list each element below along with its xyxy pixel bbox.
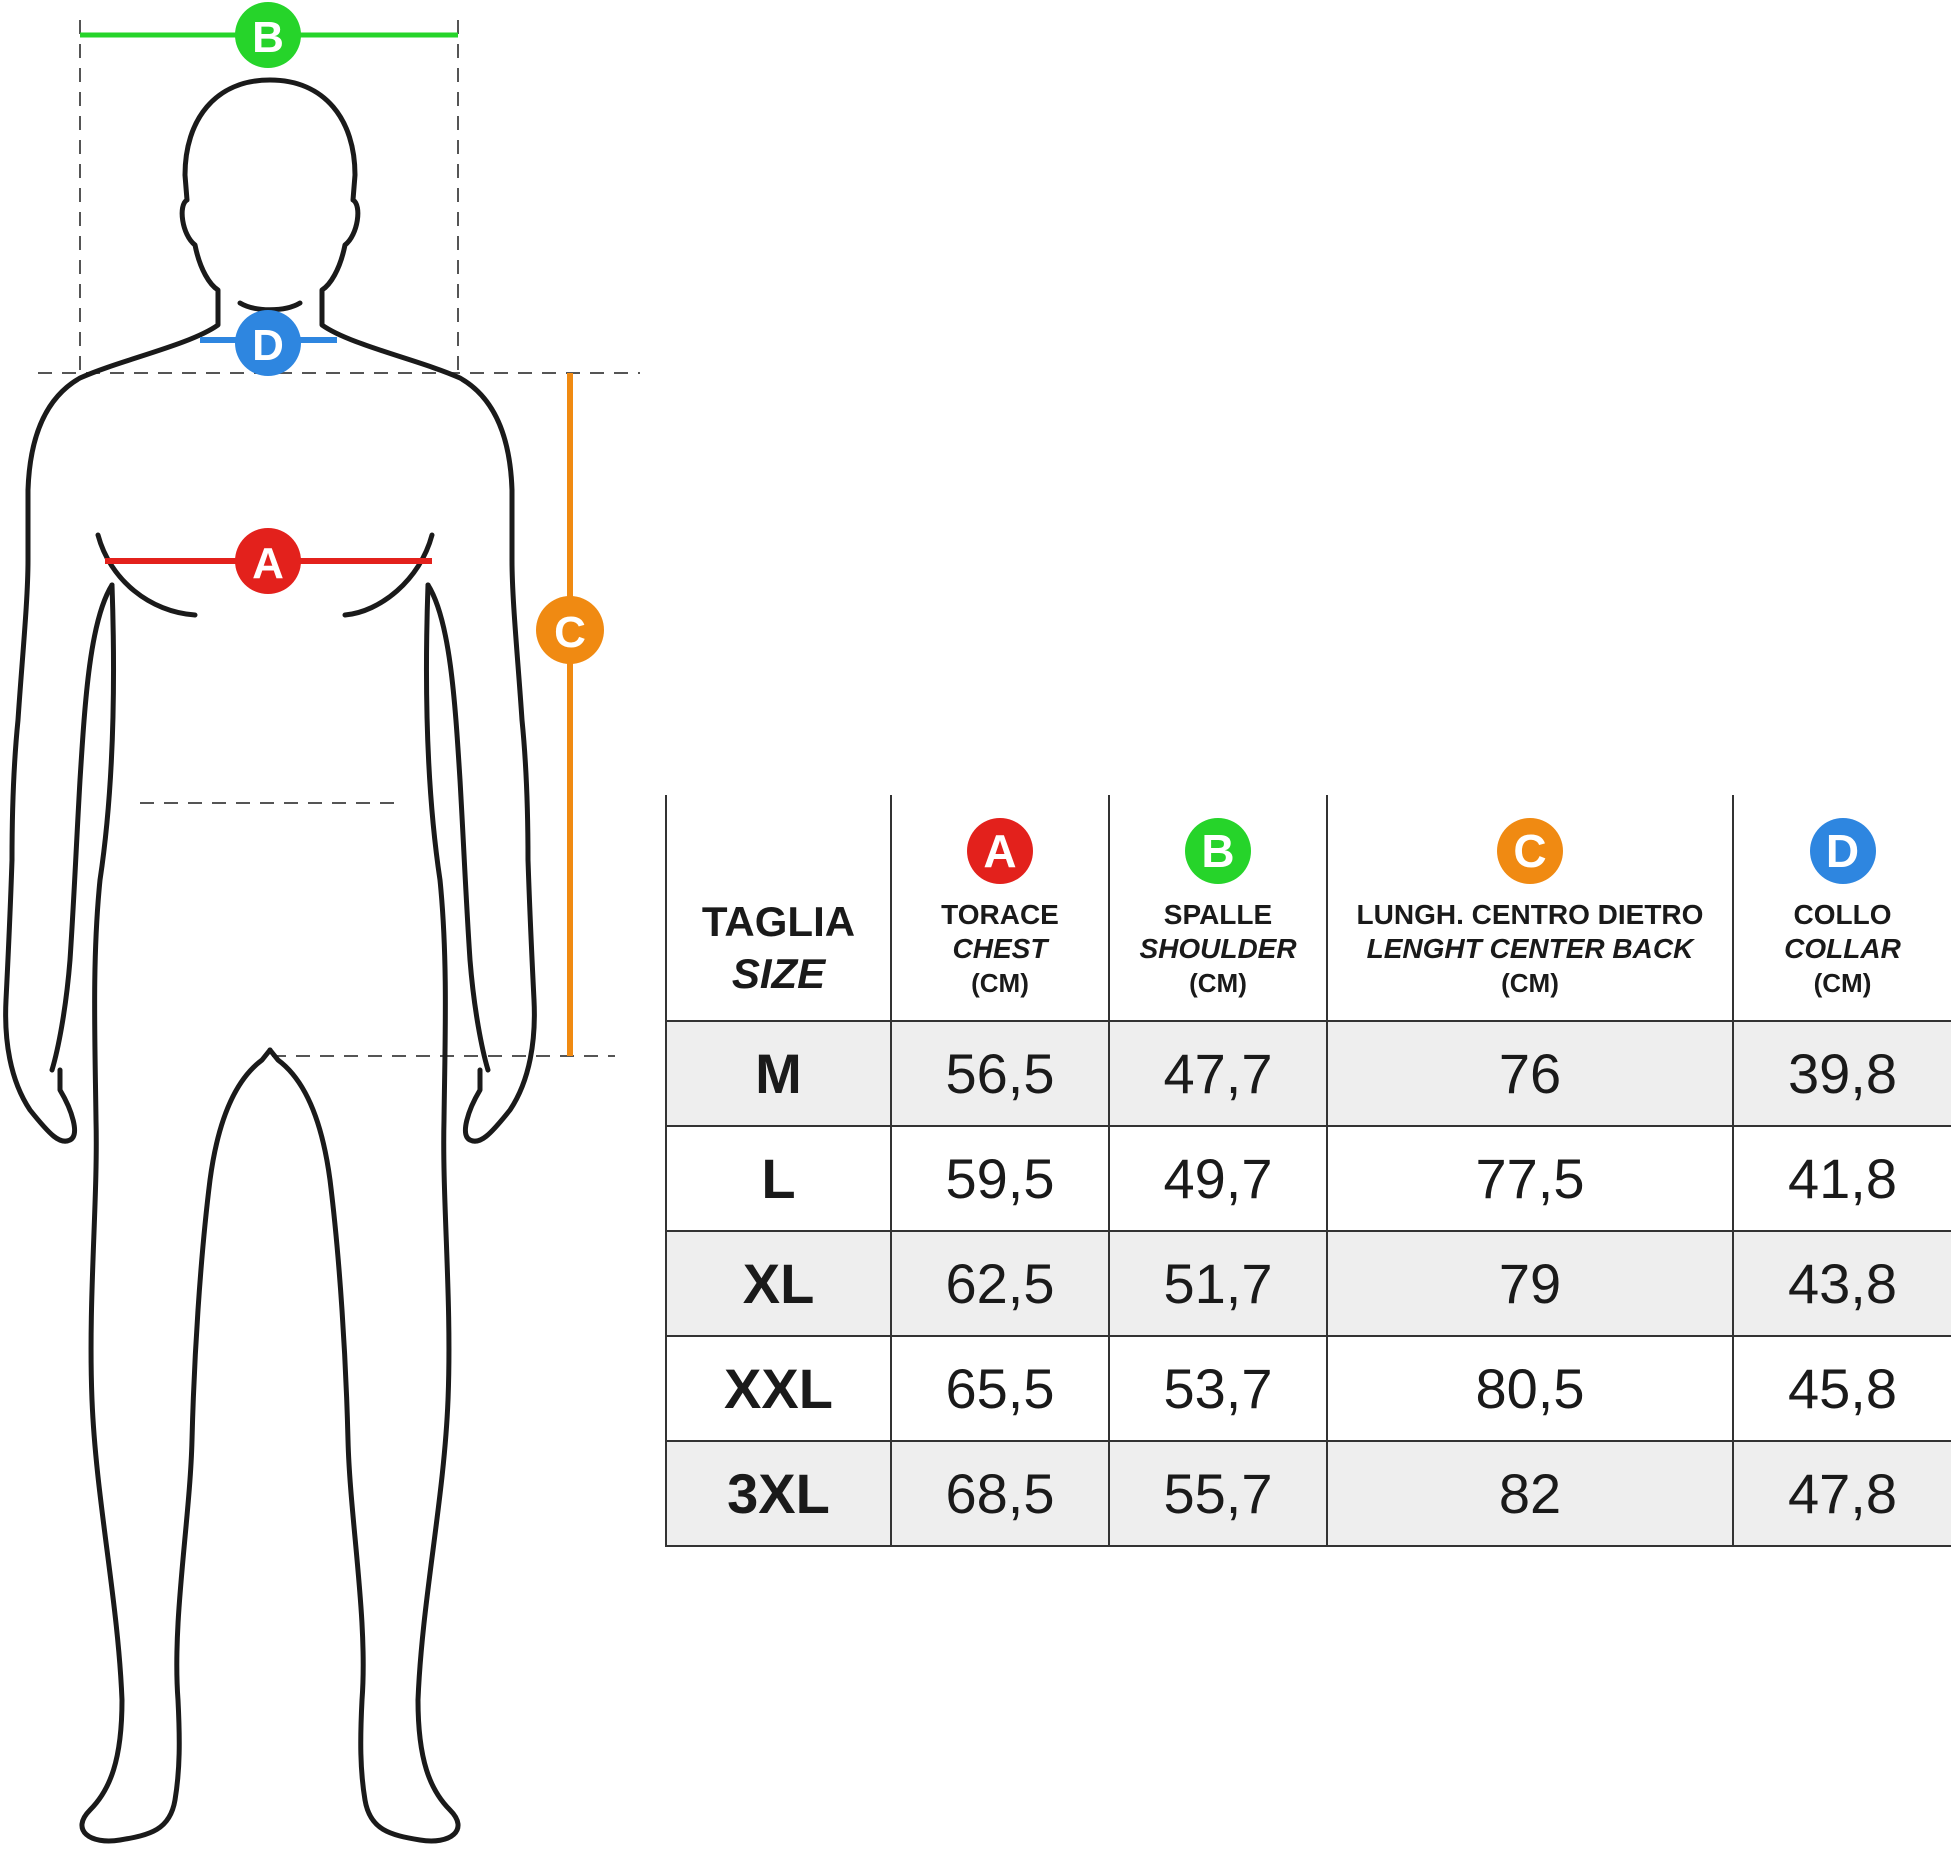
marker-shoulder: B [80, 2, 458, 68]
header-shoulder-it: SPALLE [1163, 899, 1273, 930]
size-cell: M [665, 1021, 892, 1127]
table-row: L 59,5 49,7 77,5 41,8 [665, 1126, 1951, 1232]
shoulder-badge: B [1185, 818, 1251, 884]
header-chest-en: CHEST [952, 933, 1048, 964]
chest-value: 56,5 [890, 1021, 1110, 1127]
marker-length-letter: C [554, 608, 586, 657]
header-size-it: TAGLIA [701, 898, 856, 945]
collar-value: 43,8 [1732, 1231, 1951, 1337]
length-value: 82 [1326, 1441, 1734, 1547]
shoulder-value: 49,7 [1108, 1126, 1328, 1232]
size-cell: 3XL [665, 1441, 892, 1547]
header-shoulder: B SPALLE SHOULDER (CM) [1108, 795, 1328, 1022]
shoulder-value: 55,7 [1108, 1441, 1328, 1547]
length-value: 76 [1326, 1021, 1734, 1127]
collar-value: 41,8 [1732, 1126, 1951, 1232]
marker-collar-letter: D [252, 321, 284, 370]
chest-badge: A [967, 818, 1033, 884]
marker-length: C [536, 373, 604, 1056]
marker-chest: A [105, 528, 432, 594]
length-value: 80,5 [1326, 1336, 1734, 1442]
header-length-en: LENGHT CENTER BACK [1366, 933, 1694, 964]
header-size: TAGLIA SIZE [665, 795, 892, 1022]
header-length-it: LUNGH. CENTRO DIETRO [1356, 899, 1704, 930]
header-chest: A TORACE CHEST (CM) [890, 795, 1110, 1022]
size-cell: L [665, 1126, 892, 1232]
chest-value: 68,5 [890, 1441, 1110, 1547]
chest-value: 62,5 [890, 1231, 1110, 1337]
body-figure: B D A C [3, 2, 640, 1844]
header-shoulder-en: SHOULDER [1139, 933, 1297, 964]
header-size-en: SIZE [731, 950, 826, 997]
marker-chest-letter: A [252, 539, 284, 588]
marker-collar: D [200, 310, 337, 376]
table-row: XL 62,5 51,7 79 43,8 [665, 1231, 1951, 1337]
size-cell: XL [665, 1231, 892, 1337]
guide-lines [38, 20, 640, 1057]
header-collar-it: COLLO [1793, 899, 1892, 930]
header-shoulder-unit: (CM) [1189, 968, 1247, 998]
table-row: XXL 65,5 53,7 80,5 45,8 [665, 1336, 1951, 1442]
collar-value: 39,8 [1732, 1021, 1951, 1127]
chest-value: 59,5 [890, 1126, 1110, 1232]
header-chest-unit: (CM) [971, 968, 1029, 998]
collar-value: 47,8 [1732, 1441, 1951, 1547]
header-chest-it: TORACE [941, 899, 1059, 930]
size-cell: XXL [665, 1336, 892, 1442]
shoulder-value: 47,7 [1108, 1021, 1328, 1127]
table-row: 3XL 68,5 55,7 82 47,8 [665, 1441, 1951, 1547]
length-value: 77,5 [1326, 1126, 1734, 1232]
length-badge: C [1497, 818, 1563, 884]
header-collar-en: COLLAR [1784, 933, 1901, 964]
human-outline [3, 77, 537, 1844]
collar-badge: D [1809, 818, 1876, 884]
marker-shoulder-letter: B [252, 13, 284, 62]
header-length-unit: (CM) [1501, 968, 1559, 998]
table-header-row: TAGLIA SIZE A TORACE CHEST (CM) B SPALLE… [665, 795, 1951, 1022]
table-row: M 56,5 47,7 76 39,8 [665, 1021, 1951, 1127]
shoulder-value: 53,7 [1108, 1336, 1328, 1442]
length-value: 79 [1326, 1231, 1734, 1337]
header-collar: D COLLO COLLAR (CM) [1732, 795, 1951, 1022]
chest-value: 65,5 [890, 1336, 1110, 1442]
header-length: C LUNGH. CENTRO DIETRO LENGHT CENTER BAC… [1326, 795, 1734, 1022]
size-chart-table: TAGLIA SIZE A TORACE CHEST (CM) B SPALLE… [665, 795, 1951, 1547]
collar-value: 45,8 [1732, 1336, 1951, 1442]
shoulder-value: 51,7 [1108, 1231, 1328, 1337]
header-collar-unit: (CM) [1813, 968, 1872, 998]
